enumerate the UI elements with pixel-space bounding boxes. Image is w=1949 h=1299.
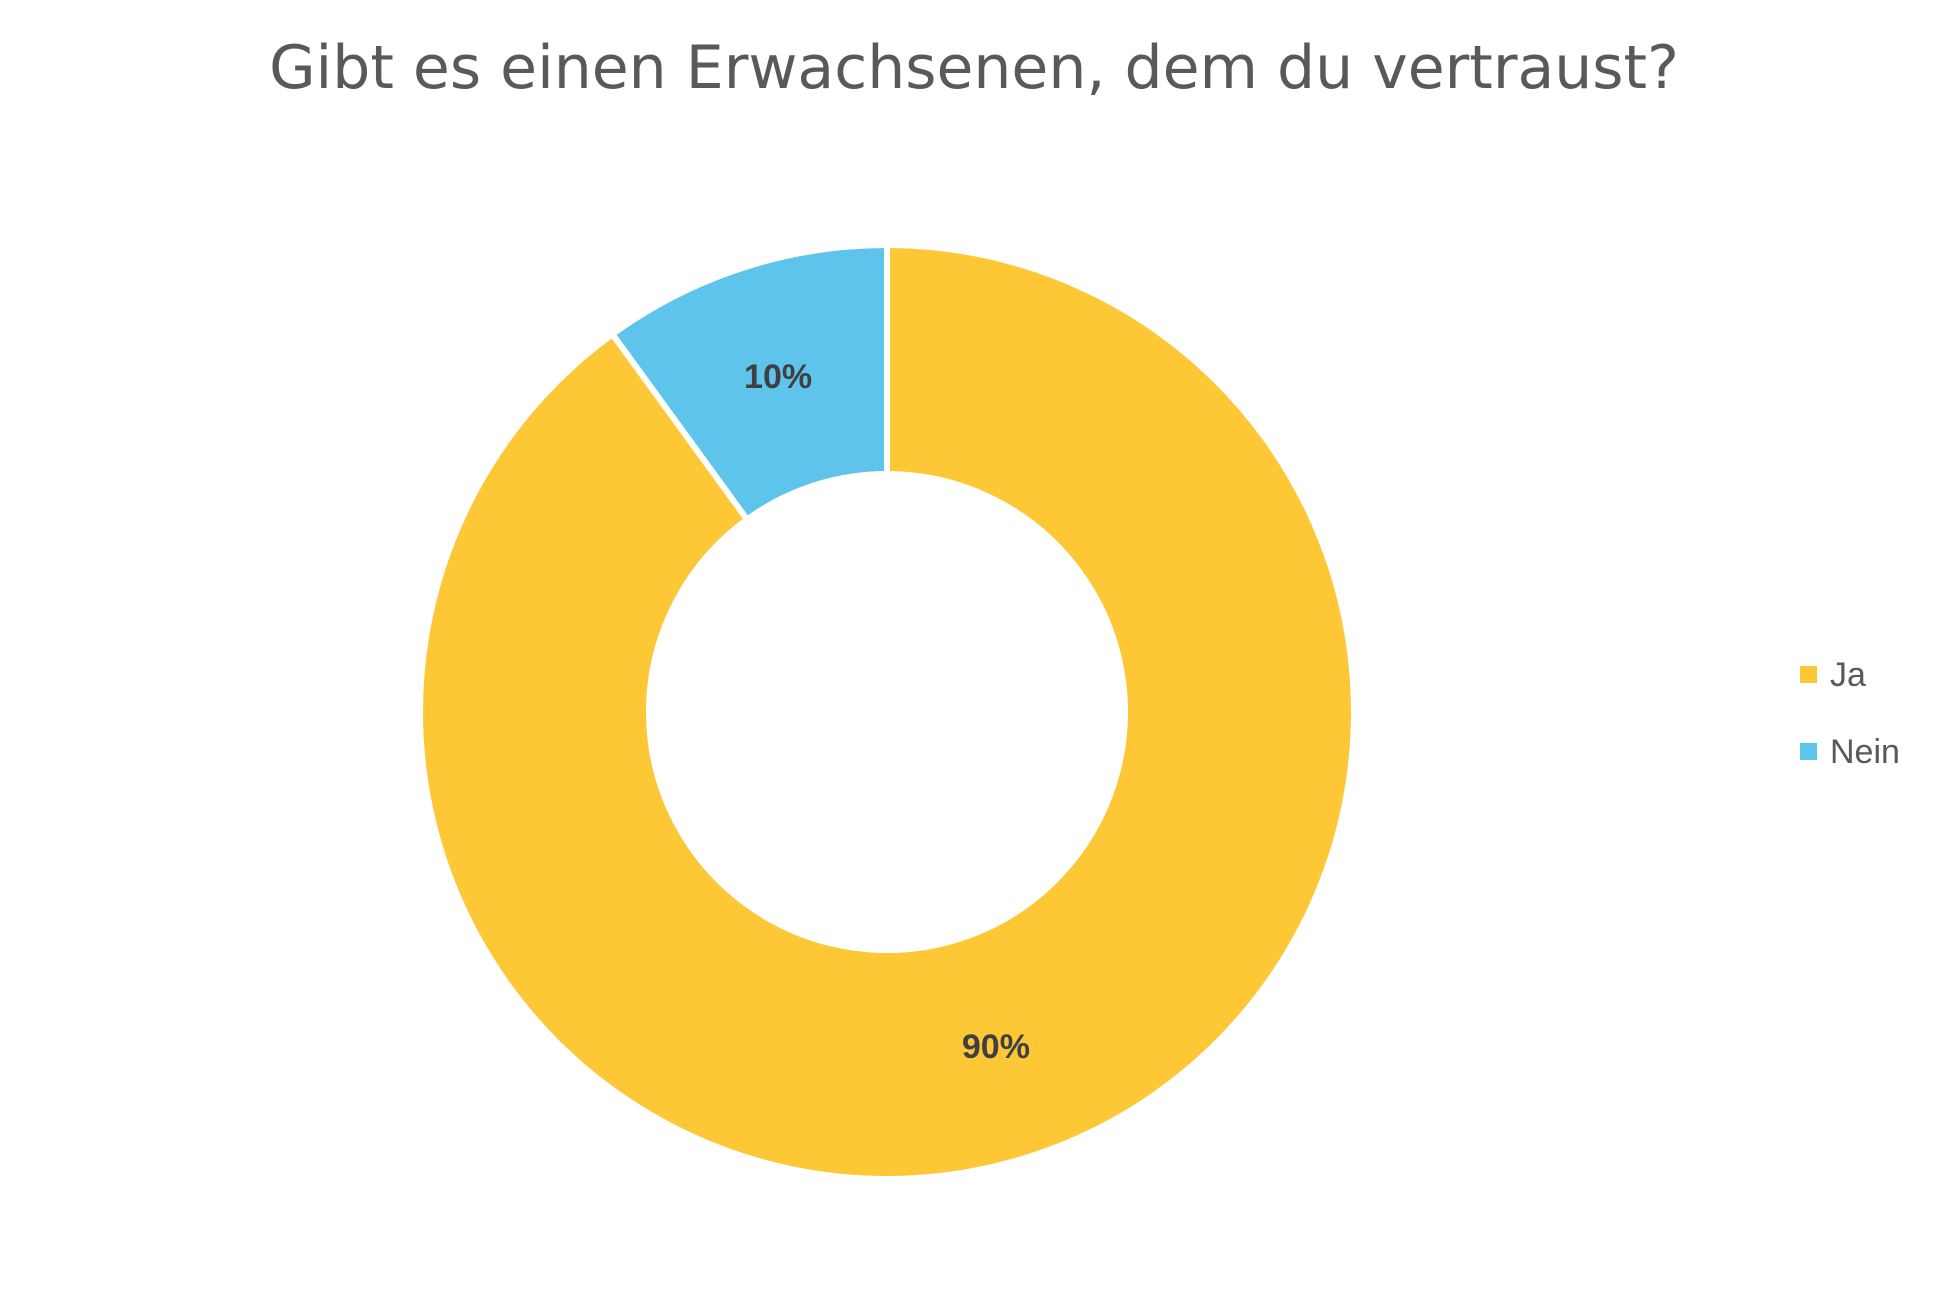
legend: Ja Nein xyxy=(1800,656,1900,771)
slice-ja xyxy=(417,241,1357,1182)
data-label-ja: 90% xyxy=(962,1028,1030,1066)
legend-swatch-ja xyxy=(1800,666,1817,683)
donut-slices xyxy=(417,241,1357,1182)
legend-swatch-nein xyxy=(1800,743,1817,760)
chart-title: Gibt es einen Erwachsenen, dem du vertra… xyxy=(269,33,1679,103)
legend-label-ja: Ja xyxy=(1830,656,1866,694)
slice-nein xyxy=(608,241,890,524)
data-label-nein: 10% xyxy=(744,358,812,396)
data-labels: 90% 10% xyxy=(744,358,1030,1066)
legend-label-nein: Nein xyxy=(1830,733,1900,771)
